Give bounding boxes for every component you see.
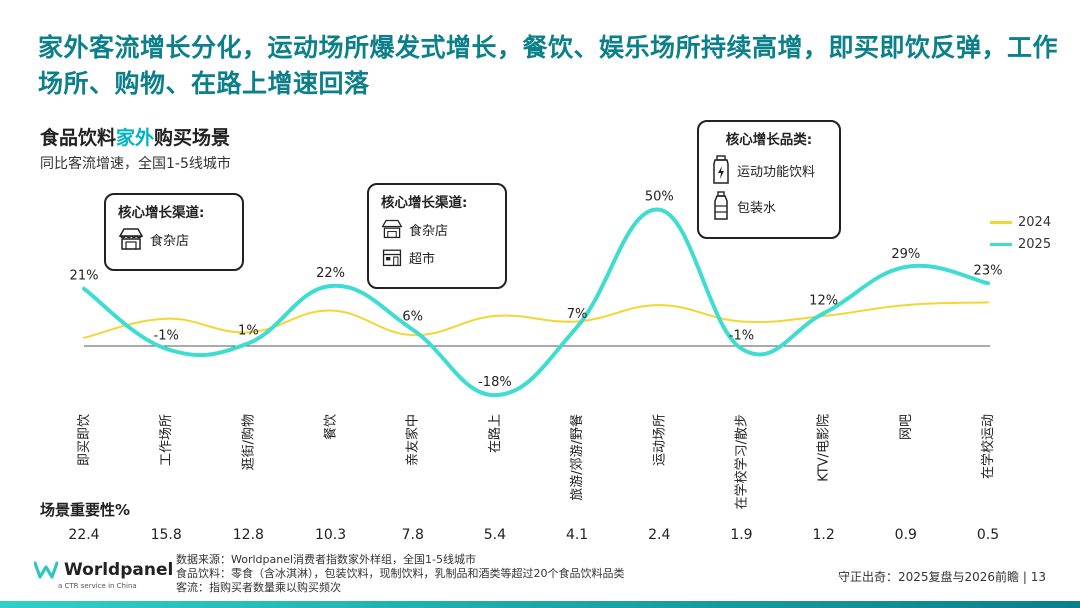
category-label: 在学校运动 [980,414,996,479]
callout-middle-item-1: 食杂店 [381,215,493,243]
importance-value: 7.8 [402,527,424,543]
legend-label-2024: 2024 [1018,214,1052,230]
worldpanel-mark-icon [34,561,58,579]
chart-subtitle: 食品饮料家外购买场景 [40,123,230,150]
callout-right-item-2-label: 包装水 [737,200,777,216]
page-title: 家外客流增长分化，运动场所爆发式增长，餐饮、娱乐场所持续高增，即买即饮反弹，工作… [38,33,1059,98]
callout-right-item-2: 包装水 [711,188,827,224]
callout-middle-item-1-label: 食杂店 [409,223,449,239]
category-label: 工作场所 [159,414,174,466]
category-label: 在路上 [487,414,503,453]
importance-label: 场景重要性% [40,501,131,519]
category-label: 网吧 [899,414,914,440]
data-label: 23% [974,263,1003,278]
subtitle-highlight: 家外 [116,127,155,149]
importance-value: 10.3 [315,527,346,543]
data-label: 7% [567,307,588,322]
callout-left: 核心增长渠道: 食杂店 [104,193,244,271]
data-label: 29% [891,247,920,262]
callout-right: 核心增长品类: 运动功能饮料 包装水 [697,120,841,239]
category-label: KTV/电影院 [817,414,832,482]
subtitle-part2: 购买场景 [154,127,231,149]
importance-value: 1.9 [730,527,752,543]
chart-description: 同比客流增速，全国1-5线城市 [40,156,231,172]
importance-value: 0.5 [977,527,999,543]
water-bottle-icon [714,191,728,220]
data-label: 6% [402,310,423,325]
footer-source: 数据来源：Worldpanel消费者指数家外样组，全国1-5线城市 [176,553,477,566]
category-label: 旅游/郊游/野餐 [569,414,585,501]
legend-swatch-2025 [990,242,1012,246]
callout-right-title: 核心增长品类: [725,132,813,148]
category-label: 在学校学习/散步 [733,414,749,509]
page-info: 守正出奇：2025复盘与2026前瞻 | 13 [837,570,1046,584]
importance-value: 2.4 [648,527,670,543]
data-label: 12% [809,293,838,308]
callout-left-item: 食杂店 [118,225,230,253]
data-label: 50% [645,190,674,205]
legend-item-2024: 2024 [990,211,1051,233]
importance-value: 4.1 [566,527,588,543]
category-label: 即买即饮 [77,414,92,466]
supermarket-icon [382,249,402,267]
category-label: 运动场所 [652,414,667,466]
brand-name: Worldpanel [64,560,174,580]
legend-label-2025: 2025 [1018,236,1052,252]
sports-drink-icon [713,155,729,184]
importance-value: 22.4 [68,527,99,543]
callout-left-title: 核心增长渠道: [118,205,205,221]
data-label: 21% [70,269,99,284]
legend-item-2025: 2025 [990,233,1051,255]
callout-middle-item-2: 超市 [381,243,493,271]
chart-legend: 2024 2025 [990,211,1051,255]
category-label: 逛街/购物 [240,414,256,470]
category-label: 亲友家中 [405,414,421,466]
category-label: 餐饮 [323,414,339,440]
legend-swatch-2024 [990,220,1012,224]
footer-traffic: 客流：指购买者数量乘以购买频次 [176,581,341,594]
worldpanel-logo: Worldpanel a CTR service in China [34,560,174,590]
importance-value: 12.8 [233,527,264,543]
data-label: -1% [154,329,179,344]
series-line-2025 [82,207,990,398]
data-label: 1% [238,323,259,338]
grocery-store-icon [381,219,403,239]
data-label: -1% [729,329,754,344]
brand-tagline: a CTR service in China [58,582,137,590]
callout-middle-title: 核心增长渠道: [381,195,468,211]
callout-middle-item-2-label: 超市 [409,251,436,267]
grocery-store-icon [118,228,144,250]
callout-right-item-1-label: 运动功能饮料 [737,164,816,180]
callout-middle: 核心增长渠道: 食杂店 超市 [367,183,507,289]
footer-notes: 数据来源：Worldpanel消费者指数家外样组，全国1-5线城市 食品饮料：零… [176,553,625,595]
importance-value: 5.4 [484,527,506,543]
data-label: -18% [478,375,512,390]
importance-value: 1.2 [813,527,835,543]
importance-value: 0.9 [895,527,917,543]
data-label: 22% [316,266,345,281]
callout-right-item-1: 运动功能饮料 [711,152,827,188]
series-line-2024 [83,301,989,339]
bottom-accent-bar [0,601,1080,608]
callout-left-item-label: 食杂店 [150,233,190,249]
subtitle-part1: 食品饮料 [40,127,117,149]
importance-value: 15.8 [151,527,182,543]
footer-definition: 食品饮料：零食（含冰淇淋），包装饮料，现制饮料，乳制品和酒类等超过20个食品饮料… [176,567,625,580]
